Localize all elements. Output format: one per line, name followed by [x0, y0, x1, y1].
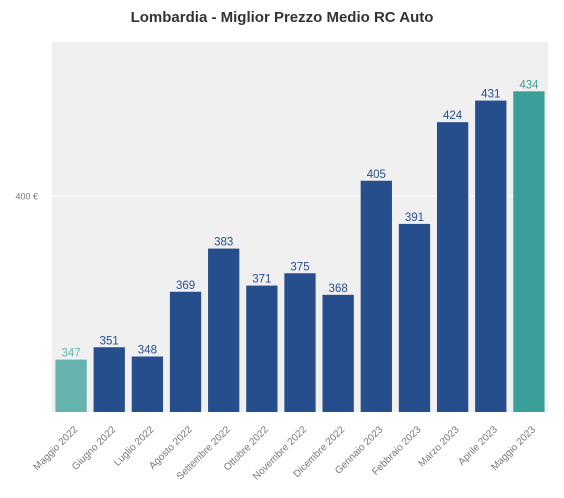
chart-title: Lombardia - Miglior Prezzo Medio RC Auto [130, 9, 434, 26]
y-tick-layer: 400 € [15, 192, 38, 202]
data-label: 383 [214, 237, 233, 249]
data-label: 424 [443, 110, 463, 122]
bar [436, 122, 469, 413]
data-label: 347 [61, 348, 80, 360]
data-label: 431 [481, 89, 500, 101]
data-label: 434 [519, 79, 539, 91]
data-label-layer: 347 351 348 369 383 371 375 368 405 391 424 431 434 [61, 79, 539, 359]
data-label: 348 [138, 345, 157, 357]
bar [55, 359, 87, 412]
data-label: 368 [329, 283, 348, 295]
y-tick-label: 400 € [15, 192, 38, 202]
bar [398, 223, 431, 412]
data-label: 369 [176, 280, 195, 292]
data-label: 351 [100, 335, 119, 347]
bar [475, 100, 507, 412]
bar [322, 294, 354, 412]
x-tick-label: Marzo 2023 [417, 424, 462, 469]
bar [131, 356, 164, 412]
data-label: 375 [290, 261, 309, 273]
data-label: 405 [367, 169, 386, 181]
data-label: 371 [252, 274, 271, 286]
bar [208, 248, 240, 412]
bar-layer [55, 91, 545, 413]
bar [169, 291, 202, 412]
bar [360, 180, 392, 412]
bar [93, 347, 125, 412]
bar [246, 285, 278, 412]
data-label: 391 [405, 212, 424, 224]
bar [513, 91, 545, 412]
bar [284, 273, 316, 412]
